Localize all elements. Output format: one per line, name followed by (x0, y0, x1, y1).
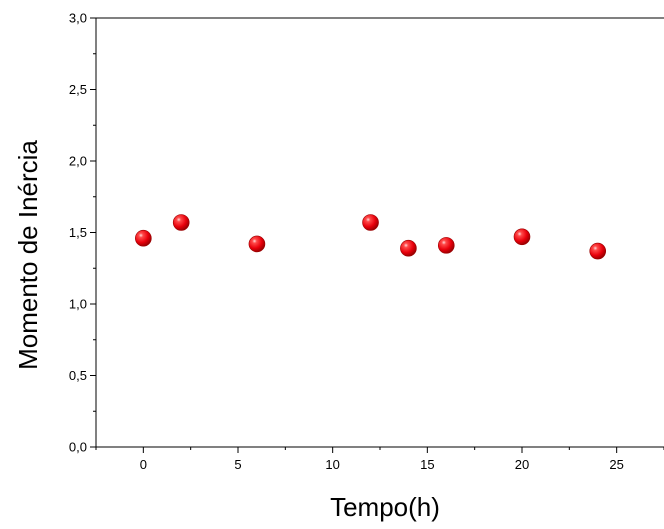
y-tick-label: 1,5 (69, 225, 87, 240)
data-point (362, 214, 379, 231)
y-tick-label: 0,5 (69, 368, 87, 383)
x-tick-label: 5 (234, 457, 241, 472)
x-axis-title: Tempo(h) (330, 492, 440, 522)
x-tick-label: 10 (325, 457, 339, 472)
y-tick-label: 0,0 (69, 440, 87, 455)
y-tick-label: 2,5 (69, 82, 87, 97)
axes (95, 17, 664, 448)
x-tick-label: 25 (609, 457, 623, 472)
data-point (172, 214, 190, 231)
axis-ticks: 0,0 0,5 1,0 1,5 2,0 2,5 3,0 0 5 10 15 20 25 (69, 11, 664, 472)
data-point (400, 239, 417, 257)
data-points (135, 214, 607, 260)
data-point (437, 237, 455, 254)
x-tick-label: 0 (140, 457, 147, 472)
data-point (589, 242, 607, 260)
x-tick-label: 20 (515, 457, 529, 472)
y-tick-label: 2,0 (69, 154, 87, 169)
y-axis-title: Momento de Inércia (13, 140, 43, 370)
y-tick-label: 1,0 (69, 297, 87, 312)
data-point (248, 235, 266, 253)
data-point (135, 229, 152, 247)
y-tick-label: 3,0 (69, 11, 87, 26)
x-tick-label: 15 (420, 457, 434, 472)
data-point (513, 228, 531, 246)
